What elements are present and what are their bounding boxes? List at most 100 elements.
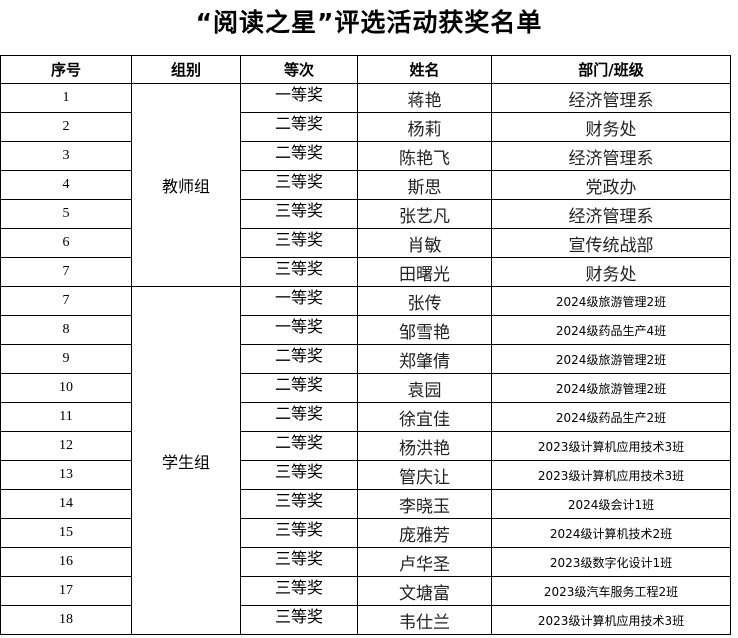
cell-dept: 2024级旅游管理2班: [491, 373, 731, 403]
cell-dept: 2024级会计1班: [491, 489, 731, 519]
cell-award: 三等奖: [240, 489, 358, 519]
cell-seq: 15: [0, 518, 132, 548]
cell-name: 张传: [357, 286, 492, 316]
cell-seq: 18: [0, 605, 132, 635]
cell-award: 二等奖: [240, 344, 358, 374]
cell-dept: 2023级计算机应用技术3班: [491, 431, 731, 461]
cell-name: 斯思: [357, 170, 492, 200]
cell-dept: 经济管理系: [491, 141, 731, 171]
table-row: 14 三等奖 李晓玉 2024级会计1班: [0, 489, 731, 519]
cell-seq: 9: [0, 344, 132, 374]
cell-dept: 2024级药品生产4班: [491, 315, 731, 345]
cell-award: 三等奖: [240, 257, 358, 287]
table-row: 4 三等奖 斯思 党政办: [0, 170, 731, 200]
cell-award: 三等奖: [240, 605, 358, 635]
cell-dept: 经济管理系: [491, 83, 731, 113]
award-table: 序号 组别 等次 姓名 部门/班级 1 教师组 一等奖 蒋艳 经济管理系 2 二等奖 杨莉 财务…: [0, 55, 731, 635]
cell-seq: 7: [0, 286, 132, 316]
cell-seq: 14: [0, 489, 132, 519]
header-name: 姓名: [357, 55, 492, 84]
cell-award: 一等奖: [240, 83, 358, 113]
cell-name: 庞雅芳: [357, 518, 492, 548]
cell-award: 二等奖: [240, 431, 358, 461]
cell-seq: 2: [0, 112, 132, 142]
cell-name: 卢华圣: [357, 547, 492, 577]
table-row: 6 三等奖 肖敏 宣传统战部: [0, 228, 731, 258]
table-row: 16 三等奖 卢华圣 2023级数字化设计1班: [0, 547, 731, 577]
table-row: 5 三等奖 张艺凡 经济管理系: [0, 199, 731, 229]
table-row: 13 三等奖 管庆让 2023级计算机应用技术3班: [0, 460, 731, 490]
header-group: 组别: [131, 55, 241, 84]
cell-name: 郑肇倩: [357, 344, 492, 374]
cell-seq: 7: [0, 257, 132, 287]
cell-name: 李晓玉: [357, 489, 492, 519]
table-row: 10 二等奖 袁园 2024级旅游管理2班: [0, 373, 731, 403]
cell-name: 文塘富: [357, 576, 492, 606]
cell-name: 徐宜佳: [357, 402, 492, 432]
table-row: 7 学生组 一等奖 张传 2024级旅游管理2班: [0, 286, 731, 635]
table-row: 1 教师组 一等奖 蒋艳 经济管理系: [0, 83, 731, 287]
cell-seq: 13: [0, 460, 132, 490]
cell-dept: 经济管理系: [491, 199, 731, 229]
cell-dept: 财务处: [491, 257, 731, 287]
document-title: “阅读之星”评选活动获奖名单: [195, 8, 543, 37]
table-row: 18 三等奖 韦仕兰 2023级计算机应用技术3班: [0, 605, 731, 635]
cell-seq: 12: [0, 431, 132, 461]
table-row: 9 二等奖 郑肇倩 2024级旅游管理2班: [0, 344, 731, 374]
cell-dept: 2024级计算机技术2班: [491, 518, 731, 548]
cell-name: 肖敏: [357, 228, 492, 258]
cell-dept: 2024级药品生产2班: [491, 402, 731, 432]
table-row: 2 二等奖 杨莉 财务处: [0, 112, 731, 142]
cell-seq: 10: [0, 373, 132, 403]
table-row: 8 一等奖 邹雪艳 2024级药品生产4班: [0, 315, 731, 345]
cell-seq: 11: [0, 402, 132, 432]
cell-award: 一等奖: [240, 286, 358, 316]
cell-seq: 16: [0, 547, 132, 577]
cell-award: 三等奖: [240, 576, 358, 606]
cell-dept: 宣传统战部: [491, 228, 731, 258]
cell-award: 三等奖: [240, 547, 358, 577]
cell-award: 二等奖: [240, 402, 358, 432]
table-row: 12 二等奖 杨洪艳 2023级计算机应用技术3班: [0, 431, 731, 461]
cell-award: 一等奖: [240, 315, 358, 345]
header-seq: 序号: [0, 55, 132, 84]
header-row: 序号 组别 等次 姓名 部门/班级: [0, 55, 731, 84]
cell-seq: 3: [0, 141, 132, 171]
cell-award: 二等奖: [240, 141, 358, 171]
cell-name: 张艺凡: [357, 199, 492, 229]
cell-name: 袁园: [357, 373, 492, 403]
cell-award: 三等奖: [240, 199, 358, 229]
table-row: 7 三等奖 田曙光 财务处: [0, 257, 731, 287]
cell-dept: 党政办: [491, 170, 731, 200]
cell-dept: 2023级数字化设计1班: [491, 547, 731, 577]
cell-name: 韦仕兰: [357, 605, 492, 635]
cell-dept: 2024级旅游管理2班: [491, 344, 731, 374]
table-row: 15 三等奖 庞雅芳 2024级计算机技术2班: [0, 518, 731, 548]
cell-name: 邹雪艳: [357, 315, 492, 345]
cell-dept: 2023级计算机应用技术3班: [491, 460, 731, 490]
table-row: 3 二等奖 陈艳飞 经济管理系: [0, 141, 731, 171]
cell-seq: 1: [0, 83, 132, 113]
header-award: 等次: [240, 55, 358, 84]
cell-seq: 5: [0, 199, 132, 229]
cell-dept: 2023级汽车服务工程2班: [491, 576, 731, 606]
header-dept: 部门/班级: [491, 55, 731, 84]
cell-award: 二等奖: [240, 112, 358, 142]
cell-award: 三等奖: [240, 518, 358, 548]
cell-seq: 6: [0, 228, 132, 258]
cell-dept: 2024级旅游管理2班: [491, 286, 731, 316]
cell-award: 三等奖: [240, 460, 358, 490]
cell-dept: 2023级计算机应用技术3班: [491, 605, 731, 635]
cell-name: 杨洪艳: [357, 431, 492, 461]
cell-award: 二等奖: [240, 373, 358, 403]
cell-group: 教师组: [131, 83, 241, 287]
cell-name: 蒋艳: [357, 83, 492, 113]
cell-group: 学生组: [131, 286, 241, 635]
cell-name: 管庆让: [357, 460, 492, 490]
cell-award: 三等奖: [240, 228, 358, 258]
cell-award: 三等奖: [240, 170, 358, 200]
cell-name: 田曙光: [357, 257, 492, 287]
cell-name: 陈艳飞: [357, 141, 492, 171]
cell-dept: 财务处: [491, 112, 731, 142]
cell-name: 杨莉: [357, 112, 492, 142]
